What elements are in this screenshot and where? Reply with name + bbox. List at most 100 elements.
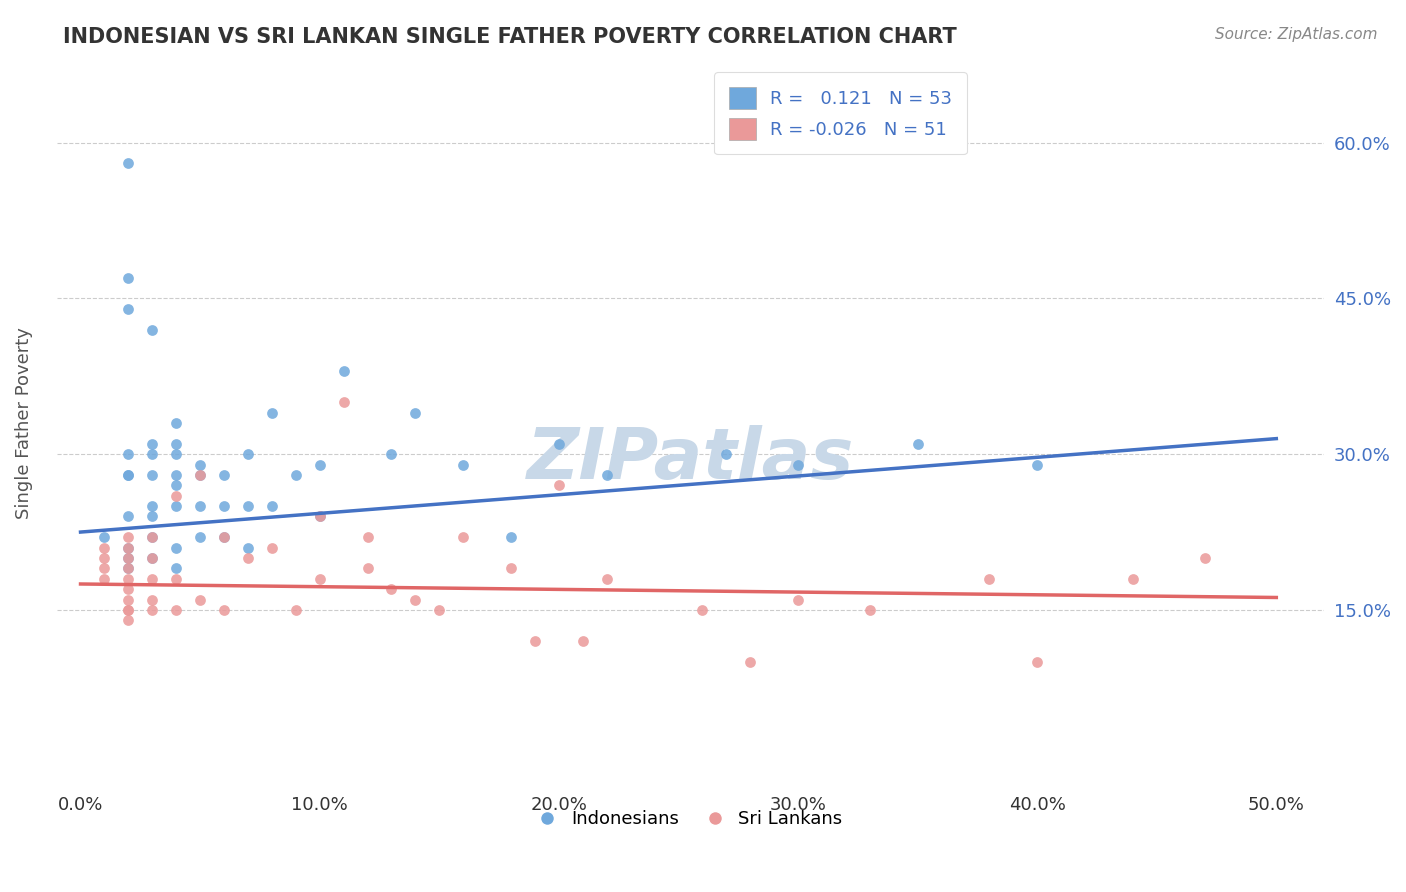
Text: INDONESIAN VS SRI LANKAN SINGLE FATHER POVERTY CORRELATION CHART: INDONESIAN VS SRI LANKAN SINGLE FATHER P… — [63, 27, 957, 46]
Point — [141, 447, 163, 461]
Point — [1122, 572, 1144, 586]
Point — [716, 447, 738, 461]
Point — [1194, 551, 1216, 566]
Point — [740, 655, 762, 669]
Point — [117, 561, 139, 575]
Point — [93, 561, 115, 575]
Point — [93, 572, 115, 586]
Point — [141, 551, 163, 566]
Point — [236, 447, 259, 461]
Point — [547, 437, 569, 451]
Point — [165, 541, 187, 555]
Point — [188, 592, 211, 607]
Point — [117, 156, 139, 170]
Point — [165, 572, 187, 586]
Point — [499, 530, 522, 544]
Point — [117, 551, 139, 566]
Point — [308, 509, 330, 524]
Point — [117, 301, 139, 316]
Point — [117, 603, 139, 617]
Point — [212, 499, 235, 513]
Point — [308, 572, 330, 586]
Point — [236, 499, 259, 513]
Point — [117, 447, 139, 461]
Point — [117, 467, 139, 482]
Point — [499, 561, 522, 575]
Point — [451, 458, 474, 472]
Point — [141, 509, 163, 524]
Point — [117, 541, 139, 555]
Point — [260, 499, 283, 513]
Point — [93, 551, 115, 566]
Point — [260, 541, 283, 555]
Point — [332, 395, 354, 409]
Point — [117, 572, 139, 586]
Y-axis label: Single Father Poverty: Single Father Poverty — [15, 327, 32, 519]
Point — [141, 572, 163, 586]
Point — [308, 509, 330, 524]
Text: ZIPatlas: ZIPatlas — [527, 425, 853, 494]
Point — [260, 406, 283, 420]
Point — [117, 582, 139, 597]
Point — [188, 467, 211, 482]
Point — [356, 561, 378, 575]
Point — [117, 551, 139, 566]
Point — [117, 509, 139, 524]
Point — [787, 592, 810, 607]
Point — [236, 541, 259, 555]
Point — [523, 634, 546, 648]
Point — [141, 437, 163, 451]
Point — [595, 572, 617, 586]
Point — [188, 530, 211, 544]
Point — [308, 458, 330, 472]
Point — [141, 322, 163, 336]
Point — [165, 437, 187, 451]
Point — [212, 603, 235, 617]
Point — [141, 551, 163, 566]
Point — [141, 530, 163, 544]
Point — [212, 530, 235, 544]
Point — [117, 603, 139, 617]
Point — [165, 489, 187, 503]
Point — [332, 364, 354, 378]
Point — [117, 592, 139, 607]
Point — [117, 530, 139, 544]
Point — [165, 499, 187, 513]
Point — [141, 530, 163, 544]
Point — [188, 499, 211, 513]
Point — [907, 437, 929, 451]
Point — [188, 458, 211, 472]
Point — [284, 467, 307, 482]
Point — [356, 530, 378, 544]
Point — [451, 530, 474, 544]
Point — [165, 467, 187, 482]
Point — [188, 467, 211, 482]
Point — [692, 603, 714, 617]
Point — [117, 613, 139, 627]
Point — [117, 270, 139, 285]
Point — [165, 447, 187, 461]
Point — [212, 467, 235, 482]
Point — [93, 541, 115, 555]
Point — [236, 551, 259, 566]
Point — [571, 634, 593, 648]
Point — [93, 530, 115, 544]
Point — [165, 603, 187, 617]
Point — [141, 592, 163, 607]
Point — [404, 406, 426, 420]
Point — [787, 458, 810, 472]
Point — [1026, 655, 1049, 669]
Point — [165, 478, 187, 492]
Point — [117, 541, 139, 555]
Point — [404, 592, 426, 607]
Point — [141, 467, 163, 482]
Point — [165, 416, 187, 430]
Point — [141, 499, 163, 513]
Point — [141, 603, 163, 617]
Point — [859, 603, 882, 617]
Point — [380, 447, 402, 461]
Point — [117, 467, 139, 482]
Point — [979, 572, 1001, 586]
Point — [427, 603, 450, 617]
Point — [380, 582, 402, 597]
